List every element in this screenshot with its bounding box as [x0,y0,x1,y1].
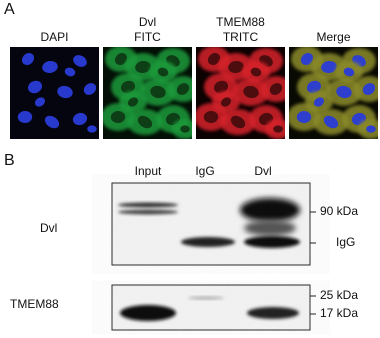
nucleus [323,115,339,129]
nucleus [362,83,376,95]
nucleus [228,60,244,74]
lane-label: Dvl [254,164,271,178]
nucleus [321,60,337,74]
nucleus [150,85,166,99]
nucleus [213,80,229,94]
row-label: TMEM88 [10,297,59,311]
column-label: TRITC [223,30,259,44]
nucleus [137,115,153,129]
nucleus [366,125,376,133]
nucleus [57,85,73,99]
nucleus [42,60,58,74]
nucleus [250,67,262,77]
nucleus [180,125,190,133]
nucleus [207,52,221,66]
micrograph [103,47,192,139]
nucleus [83,83,97,95]
nucleus [21,52,35,66]
micrograph [10,47,99,139]
marker-label: 90 kDa [320,204,358,218]
nucleus [269,83,283,95]
cells [196,47,285,139]
nucleus [313,97,325,107]
nucleus [135,60,151,74]
cells [289,47,378,139]
nucleus [157,67,169,77]
column-label: TMEM88 [216,15,265,29]
nucleus [243,85,259,99]
nucleus [64,67,76,77]
nucleus [336,85,352,99]
column-label: Dvl [139,15,156,29]
nucleus [73,55,87,67]
blot-dvl [111,182,316,266]
micrograph [196,47,285,139]
lane-label: Input [135,164,162,178]
nucleus [176,83,190,95]
nucleus [110,110,126,124]
nucleus [203,110,219,124]
nucleus [44,115,60,129]
column-label: FITC [134,30,161,44]
micrograph [289,47,378,139]
nucleus [300,52,314,66]
marker-label: 25 kDa [320,288,358,302]
nucleus [127,97,139,107]
nucleus [273,125,283,133]
lane-label: IgG [195,164,214,178]
row-label: Dvl [40,221,57,235]
nucleus [72,112,88,126]
cells [17,52,97,133]
blot-tmem88 [111,284,316,331]
column-label: Merge [316,30,350,44]
nucleus [27,80,43,94]
nucleus [114,52,128,66]
marker-label: 17 kDa [320,306,358,320]
nucleus [34,97,46,107]
nucleus [220,97,232,107]
nucleus [17,110,33,124]
marker-label: IgG [336,235,355,249]
nucleus [120,80,136,94]
panel-label: A [4,1,15,18]
nucleus [343,67,355,77]
nucleus [87,125,97,133]
cells [103,47,192,139]
column-label: DAPI [40,30,68,44]
nucleus [296,110,312,124]
nucleus [230,115,246,129]
nucleus [306,80,322,94]
panel-label: B [4,152,15,169]
micrographs [10,47,378,139]
